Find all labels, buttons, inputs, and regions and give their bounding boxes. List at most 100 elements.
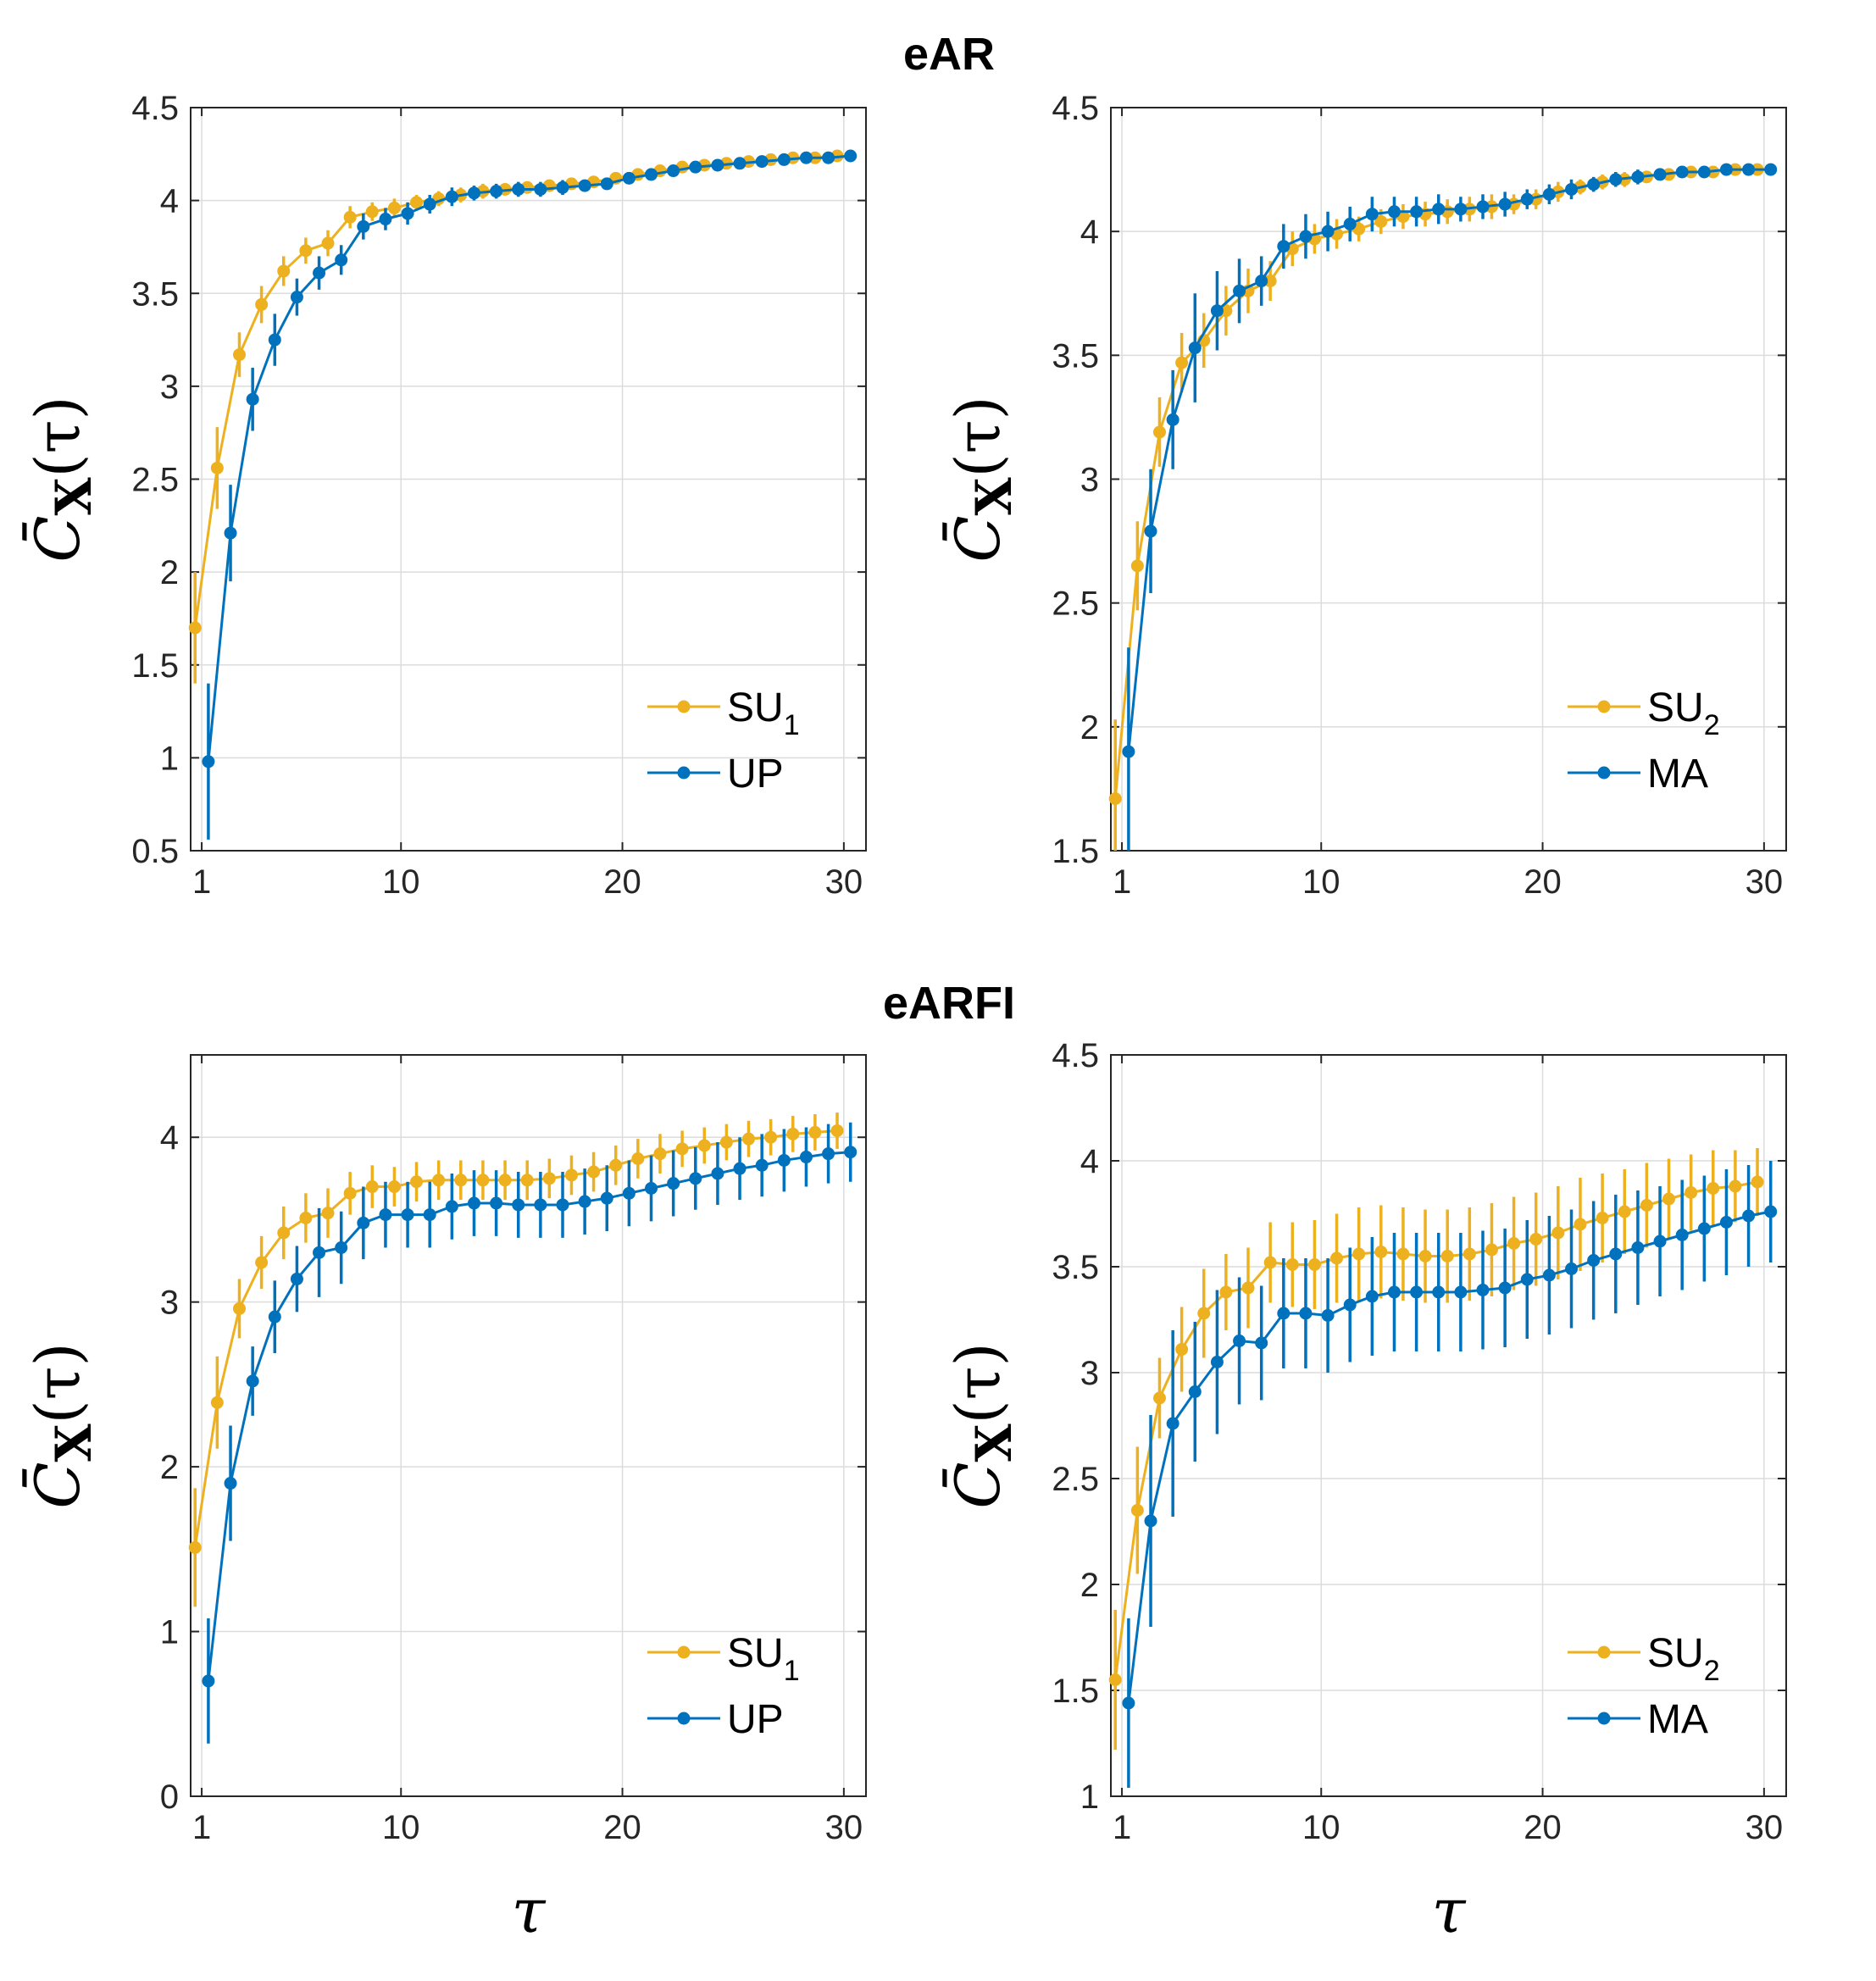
chart-panel-2: 1 10 20 30 1.5 2 2.5 3 3.5 4 4.5 SU2 MA C̄X(τ): [941, 90, 1787, 901]
data-point: [357, 1216, 370, 1229]
data-point: [1285, 1258, 1299, 1271]
data-point: [1175, 356, 1189, 369]
data-point: [1476, 200, 1490, 214]
data-point: [277, 264, 291, 278]
data-point: [313, 1246, 326, 1259]
y-tick-label: 1: [160, 740, 179, 777]
data-point: [1277, 240, 1290, 253]
series-su1: [188, 149, 844, 684]
data-point: [1130, 1504, 1144, 1517]
data-point: [1365, 1290, 1379, 1303]
data-point: [1219, 304, 1233, 318]
data-point: [321, 1207, 335, 1220]
y-tick-label: 4.5: [1052, 1037, 1099, 1074]
data-point: [1233, 284, 1246, 297]
x-tick-label: 10: [1302, 1809, 1340, 1846]
data-point: [799, 1151, 813, 1164]
data-point: [622, 1186, 636, 1200]
data-point: [1529, 1233, 1543, 1246]
data-point: [1520, 192, 1534, 206]
x-tick-label: 20: [1524, 863, 1562, 901]
y-axis-label: C̄X(τ): [21, 396, 103, 562]
data-point: [1108, 1673, 1122, 1686]
data-point: [379, 213, 392, 226]
data-point: [410, 196, 424, 209]
data-point: [777, 153, 791, 166]
data-point: [1188, 341, 1202, 355]
data-point: [1631, 170, 1645, 184]
data-point: [653, 1147, 667, 1161]
y-axis-label-part: C̄: [941, 515, 1013, 562]
series-up: [202, 1122, 858, 1744]
data-point: [1697, 165, 1711, 179]
legend-label: UP: [727, 1697, 784, 1742]
data-point: [343, 1186, 357, 1200]
data-point: [202, 1674, 215, 1688]
data-point: [1210, 1356, 1224, 1368]
data-point: [1299, 1307, 1313, 1320]
data-point: [1719, 1216, 1733, 1229]
legend-marker: [1597, 1645, 1611, 1659]
data-point: [542, 1172, 556, 1185]
y-tick-label: 2: [160, 554, 179, 591]
series-su1: [188, 1113, 844, 1607]
legend: SU1 UP: [647, 1631, 800, 1742]
data-point: [365, 205, 379, 219]
data-point: [224, 526, 237, 540]
data-point: [445, 1200, 458, 1213]
data-point: [534, 1198, 547, 1212]
data-point: [1122, 1696, 1135, 1710]
x-tick-label: 10: [1302, 863, 1340, 901]
data-point: [1454, 1285, 1468, 1299]
data-point: [622, 171, 636, 185]
data-point: [1144, 1514, 1157, 1528]
data-point: [268, 333, 281, 347]
data-point: [534, 182, 547, 196]
data-point: [454, 1174, 468, 1187]
series-line: [1127, 168, 1771, 752]
data-point: [335, 253, 348, 267]
data-point: [1122, 745, 1135, 758]
data-point: [490, 1196, 503, 1210]
y-axis-label-part: (τ): [22, 1342, 93, 1423]
axes-box: [1110, 1054, 1787, 1797]
x-tick-label: 10: [382, 863, 420, 901]
x-tick-label: 20: [603, 863, 641, 901]
y-tick-label: 1: [160, 1614, 179, 1651]
data-point: [1108, 792, 1122, 806]
data-point: [1387, 205, 1401, 219]
data-point: [343, 210, 357, 224]
legend-label: MA: [1647, 752, 1708, 796]
data-point: [1144, 524, 1157, 538]
data-point: [1418, 1250, 1432, 1262]
y-axis-label-part: C̄: [21, 515, 93, 562]
y-tick-label: 3.5: [1052, 1249, 1099, 1286]
data-point: [1520, 1273, 1534, 1286]
data-point: [1498, 197, 1512, 211]
legend-marker: [1597, 700, 1611, 713]
data-point: [1352, 1247, 1366, 1261]
data-point: [1675, 1229, 1689, 1241]
data-point: [1565, 182, 1579, 196]
data-point: [1719, 163, 1733, 176]
data-point: [512, 182, 525, 196]
y-tick-label: 4: [160, 183, 179, 220]
data-point: [299, 1212, 313, 1224]
data-point: [697, 1139, 711, 1152]
y-tick-label: 1.5: [1052, 833, 1099, 870]
data-point: [1476, 1284, 1490, 1296]
data-point: [1396, 1247, 1410, 1261]
y-tick-label: 1: [1080, 1778, 1099, 1816]
data-point: [1662, 1192, 1676, 1206]
data-point: [1707, 1182, 1720, 1195]
data-point: [255, 297, 269, 311]
series-up: [202, 149, 858, 840]
x-axis-label: τ: [1432, 1875, 1467, 1946]
series-su2: [1108, 1148, 1764, 1750]
y-axis-label-part: (τ): [942, 396, 1013, 477]
data-point: [188, 1540, 202, 1554]
y-axis-label: C̄X(τ): [21, 1342, 103, 1508]
data-point: [232, 1301, 246, 1315]
data-point: [1166, 1417, 1179, 1430]
data-point: [1764, 163, 1778, 176]
